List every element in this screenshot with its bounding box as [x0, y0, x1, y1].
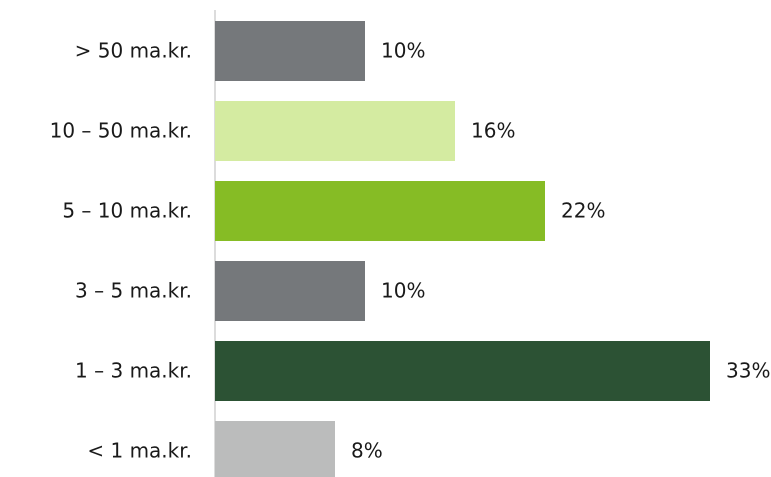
bar: [215, 261, 365, 321]
bar: [215, 101, 455, 161]
category-label: < 1 ma.kr.: [87, 439, 192, 463]
bar: [215, 181, 545, 241]
bar: [215, 341, 710, 401]
category-label: 10 – 50 ma.kr.: [50, 119, 192, 143]
value-label: 16%: [471, 119, 515, 143]
value-label: 22%: [561, 199, 605, 223]
value-label: 10%: [381, 39, 425, 63]
bar: [215, 21, 365, 81]
category-label: 5 – 10 ma.kr.: [62, 199, 192, 223]
value-label: 33%: [726, 359, 770, 383]
category-label: 3 – 5 ma.kr.: [75, 279, 192, 303]
category-label: 1 – 3 ma.kr.: [75, 359, 192, 383]
value-label: 8%: [351, 439, 383, 463]
category-label: > 50 ma.kr.: [75, 39, 192, 63]
value-label: 10%: [381, 279, 425, 303]
bar: [215, 421, 335, 477]
